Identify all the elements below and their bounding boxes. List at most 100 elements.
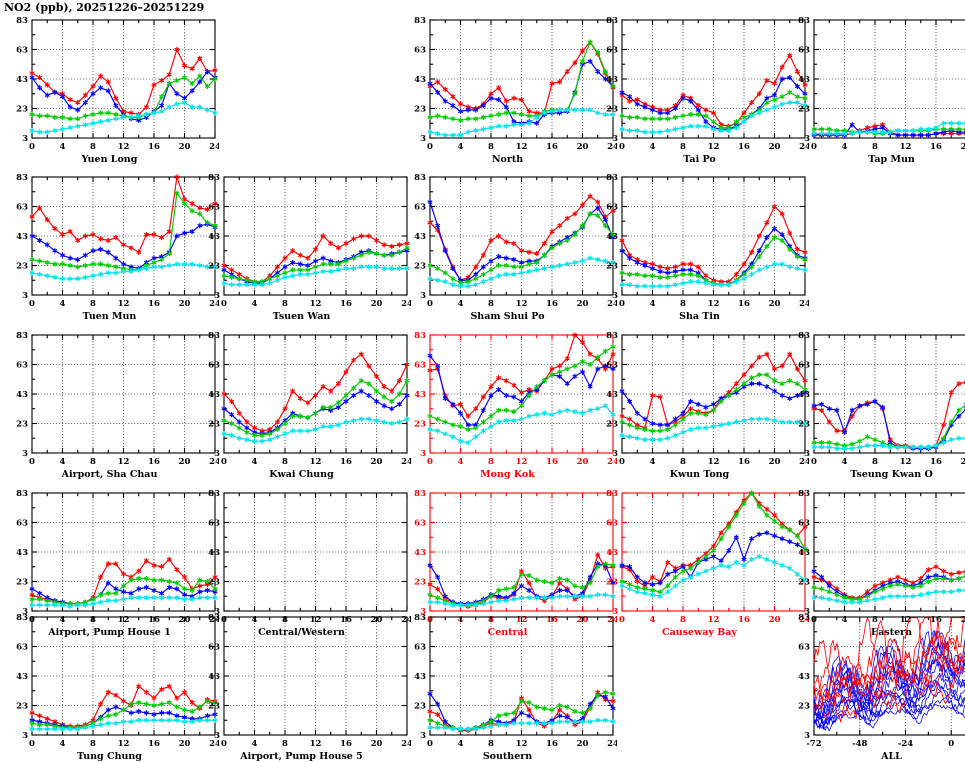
svg-text:20: 20 <box>179 142 191 152</box>
svg-text:8: 8 <box>680 299 686 309</box>
svg-text:43: 43 <box>208 232 220 242</box>
svg-text:3: 3 <box>22 134 28 144</box>
plot-panel-kwun-tong: 3 23 43 63 83 0 4 8 12 16 20 24 Kwun Tong <box>590 331 809 480</box>
svg-text:20: 20 <box>961 615 965 625</box>
panel-label: North <box>491 154 524 165</box>
panel-label: Causeway Bay <box>662 627 737 638</box>
svg-text:23: 23 <box>606 420 618 430</box>
svg-text:43: 43 <box>798 672 810 682</box>
panel-label: Eastern <box>870 627 913 638</box>
panel-label: Tseung Kwan O <box>850 469 933 480</box>
svg-text:24: 24 <box>607 299 617 309</box>
series-cyan <box>221 416 410 444</box>
svg-text:43: 43 <box>414 548 426 558</box>
svg-text:24: 24 <box>209 457 219 467</box>
svg-text:63: 63 <box>798 519 810 529</box>
plot-panel-central: 32343638304812162024Central <box>398 489 617 638</box>
svg-text:43: 43 <box>16 672 28 682</box>
svg-text:23: 23 <box>798 105 810 115</box>
series-cyan <box>427 592 616 608</box>
svg-text:23: 23 <box>606 105 618 115</box>
svg-text:3: 3 <box>214 291 220 301</box>
panel-label: Airport, Pump House 1 <box>48 627 171 638</box>
svg-text:83: 83 <box>414 16 426 26</box>
panel-label: ALL <box>881 751 902 762</box>
svg-text:8: 8 <box>872 142 878 152</box>
svg-text:83: 83 <box>208 173 220 183</box>
svg-text:12: 12 <box>516 457 528 467</box>
svg-text:20: 20 <box>961 142 965 152</box>
svg-text:20: 20 <box>577 739 589 749</box>
svg-text:83: 83 <box>414 331 426 341</box>
svg-text:63: 63 <box>414 643 426 653</box>
svg-text:20: 20 <box>769 299 781 309</box>
series-cyan <box>427 717 616 732</box>
svg-text:83: 83 <box>606 16 618 26</box>
svg-text:12: 12 <box>118 299 130 309</box>
svg-text:0: 0 <box>29 457 35 467</box>
svg-text:43: 43 <box>414 672 426 682</box>
panel-label: Airport, Pump House 5 <box>240 751 363 762</box>
svg-text:0: 0 <box>221 739 227 749</box>
series-cyan <box>29 261 218 282</box>
svg-text:12: 12 <box>310 457 322 467</box>
svg-text:83: 83 <box>798 489 810 499</box>
svg-text:4: 4 <box>650 142 656 152</box>
svg-text:3: 3 <box>804 731 810 741</box>
svg-text:0: 0 <box>619 299 625 309</box>
svg-text:12: 12 <box>118 457 130 467</box>
svg-text:24: 24 <box>209 142 219 152</box>
svg-text:23: 23 <box>16 702 28 712</box>
svg-text:23: 23 <box>16 578 28 588</box>
series-blue <box>29 221 218 272</box>
svg-text:16: 16 <box>340 299 352 309</box>
svg-text:43: 43 <box>798 390 810 400</box>
svg-text:24: 24 <box>607 739 617 749</box>
svg-text:63: 63 <box>208 203 220 213</box>
series-green <box>427 39 616 123</box>
svg-text:20: 20 <box>769 457 781 467</box>
svg-text:24: 24 <box>401 615 411 625</box>
svg-text:16: 16 <box>148 142 160 152</box>
plot-panel-all: 3 23 43 63 83 -72 -48 -24 0 24 ALL <box>782 613 965 762</box>
svg-text:12: 12 <box>708 615 720 625</box>
svg-text:23: 23 <box>16 105 28 115</box>
svg-text:8: 8 <box>680 142 686 152</box>
svg-text:3: 3 <box>22 449 28 459</box>
svg-text:8: 8 <box>488 142 494 152</box>
svg-text:83: 83 <box>16 173 28 183</box>
svg-text:4: 4 <box>252 739 258 749</box>
svg-text:83: 83 <box>16 16 28 26</box>
svg-text:16: 16 <box>930 457 942 467</box>
svg-text:16: 16 <box>738 299 750 309</box>
svg-text:3: 3 <box>22 731 28 741</box>
series-cyan <box>619 100 808 135</box>
svg-text:3: 3 <box>214 731 220 741</box>
svg-text:63: 63 <box>414 203 426 213</box>
plot-panel-causeway-bay: 3 23 43 63 83 0 4 8 12 16 20 24 Causeway Bay <box>590 489 809 638</box>
svg-text:20: 20 <box>769 615 781 625</box>
svg-text:23: 23 <box>606 262 618 272</box>
svg-text:63: 63 <box>16 643 28 653</box>
svg-text:0: 0 <box>221 457 227 467</box>
svg-text:12: 12 <box>708 457 720 467</box>
svg-text:24: 24 <box>209 299 219 309</box>
svg-text:0: 0 <box>29 142 35 152</box>
series-blue <box>619 381 808 428</box>
svg-text:43: 43 <box>208 672 220 682</box>
svg-text:43: 43 <box>414 75 426 85</box>
svg-text:3: 3 <box>22 607 28 617</box>
svg-text:63: 63 <box>606 46 618 56</box>
svg-text:63: 63 <box>798 46 810 56</box>
svg-text:16: 16 <box>546 299 558 309</box>
svg-text:83: 83 <box>414 613 426 623</box>
plot-panel-tseung-kwan-o: 3 23 43 63 83 0 4 8 12 16 20 24 Tseung Kwan O <box>782 331 965 480</box>
plot-panel-yuen-long: 3 23 43 63 83 0 4 8 12 16 20 24 Yuen Long <box>0 16 219 165</box>
svg-text:4: 4 <box>458 142 464 152</box>
svg-text:4: 4 <box>252 457 258 467</box>
series-cyan <box>619 416 808 443</box>
svg-text:12: 12 <box>516 739 528 749</box>
svg-text:43: 43 <box>208 548 220 558</box>
svg-text:4: 4 <box>60 457 66 467</box>
